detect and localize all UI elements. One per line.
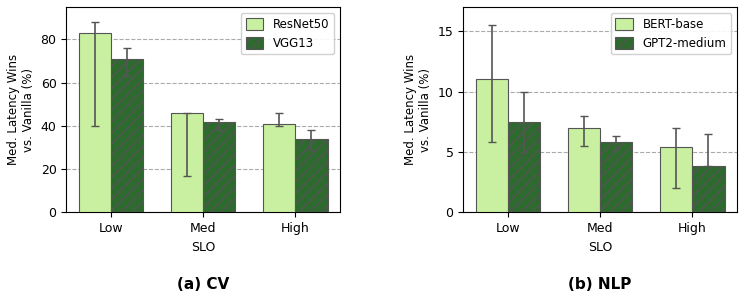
Bar xyxy=(295,139,327,212)
Bar xyxy=(568,128,600,212)
Bar xyxy=(600,142,632,212)
Bar xyxy=(263,124,295,212)
Bar xyxy=(203,122,235,212)
Bar xyxy=(660,147,693,212)
Bar xyxy=(79,33,111,212)
Text: (b) NLP: (b) NLP xyxy=(568,277,632,292)
Legend: ResNet50, VGG13: ResNet50, VGG13 xyxy=(241,13,334,54)
X-axis label: SLO: SLO xyxy=(588,241,612,254)
X-axis label: SLO: SLO xyxy=(191,241,215,254)
Bar xyxy=(111,59,143,212)
Legend: BERT-base, GPT2-medium: BERT-base, GPT2-medium xyxy=(611,13,731,54)
Y-axis label: Med. Latency Wins
vs. Vanilla (%): Med. Latency Wins vs. Vanilla (%) xyxy=(7,54,35,165)
Text: (a) CV: (a) CV xyxy=(177,277,229,292)
Bar xyxy=(475,79,508,212)
Bar xyxy=(171,113,203,212)
Bar xyxy=(508,122,540,212)
Y-axis label: Med. Latency Wins
vs. Vanilla (%): Med. Latency Wins vs. Vanilla (%) xyxy=(404,54,432,165)
Bar xyxy=(693,166,725,212)
